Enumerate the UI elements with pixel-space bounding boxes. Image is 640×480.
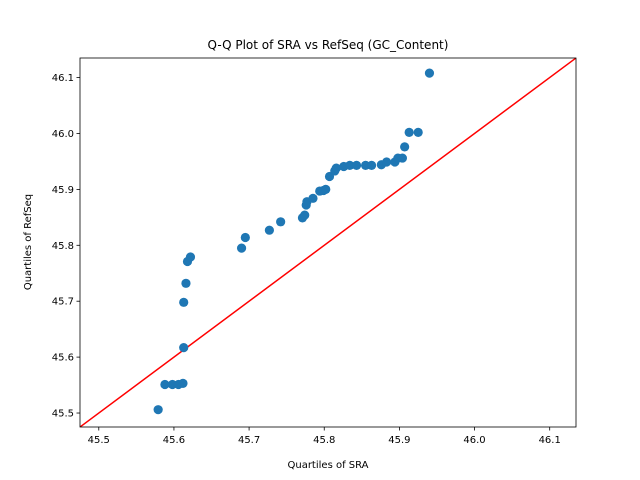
data-point xyxy=(264,225,274,235)
y-tick-label: 45.9 xyxy=(52,185,74,196)
x-tick-label: 46.0 xyxy=(463,435,485,446)
data-point xyxy=(397,153,407,163)
data-point xyxy=(179,343,189,353)
x-axis-title: Quartiles of SRA xyxy=(287,460,368,471)
y-axis: 45.5 45.6 45.7 45.8 45.9 46.0 46.1 xyxy=(52,73,80,420)
data-point xyxy=(400,142,410,152)
chart-title: Q-Q Plot of SRA vs RefSeq (GC_Content) xyxy=(208,38,449,52)
data-point xyxy=(424,68,435,78)
x-axis: 45.5 45.6 45.7 45.8 45.9 46.0 46.1 xyxy=(88,427,561,446)
data-point xyxy=(382,157,392,167)
y-tick-label: 45.7 xyxy=(52,297,74,308)
y-tick-label: 45.8 xyxy=(52,241,74,252)
data-point xyxy=(181,278,191,288)
data-point xyxy=(236,243,247,253)
y-axis-title: Quartiles of RefSeq xyxy=(23,194,34,290)
x-tick-label: 45.8 xyxy=(313,435,335,446)
data-point xyxy=(276,217,286,227)
data-point xyxy=(240,232,250,243)
x-tick-label: 45.9 xyxy=(388,435,410,446)
data-point xyxy=(185,252,196,262)
x-tick-label: 45.5 xyxy=(88,435,110,446)
y-tick-label: 46.1 xyxy=(52,73,74,84)
plot-frame xyxy=(79,57,577,428)
x-tick-label: 45.6 xyxy=(163,435,185,446)
y-tick-label: 45.5 xyxy=(52,409,74,420)
y-tick-label: 46.0 xyxy=(52,129,74,140)
plot-area xyxy=(79,57,577,428)
data-point xyxy=(413,127,423,137)
data-point xyxy=(404,127,414,137)
data-point xyxy=(345,160,355,170)
data-point xyxy=(321,184,331,194)
data-point xyxy=(160,379,170,390)
data-point xyxy=(351,160,362,170)
data-point xyxy=(331,163,341,173)
data-point xyxy=(179,297,189,307)
x-tick-label: 46.1 xyxy=(539,435,561,446)
data-point xyxy=(153,405,163,415)
scatter-points xyxy=(153,68,435,415)
reference-line xyxy=(80,58,576,427)
data-point xyxy=(178,378,188,388)
data-point xyxy=(300,210,310,220)
data-point xyxy=(366,160,377,170)
data-point xyxy=(308,193,318,203)
y-tick-label: 45.6 xyxy=(52,353,74,364)
x-tick-label: 45.7 xyxy=(238,435,260,446)
